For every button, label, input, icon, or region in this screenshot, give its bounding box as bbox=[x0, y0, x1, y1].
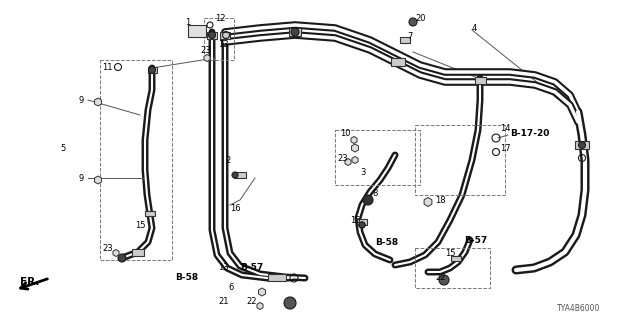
Text: 23: 23 bbox=[200, 45, 211, 54]
Text: 13: 13 bbox=[218, 39, 228, 49]
Text: 2: 2 bbox=[225, 156, 230, 164]
Text: 8: 8 bbox=[372, 188, 378, 197]
Text: 15: 15 bbox=[135, 220, 145, 229]
Bar bbox=[415, 248, 490, 288]
Circle shape bbox=[579, 141, 586, 148]
Text: 14: 14 bbox=[500, 124, 511, 132]
Bar bbox=[204, 18, 234, 60]
Circle shape bbox=[118, 254, 126, 262]
Text: FR.: FR. bbox=[20, 277, 40, 287]
Text: TYA4B6000: TYA4B6000 bbox=[557, 304, 600, 313]
Bar bbox=[100, 60, 172, 260]
Text: B-58: B-58 bbox=[375, 237, 398, 246]
Circle shape bbox=[232, 172, 238, 178]
Circle shape bbox=[359, 222, 365, 228]
Bar bbox=[147, 67, 157, 73]
Text: B-57: B-57 bbox=[464, 236, 487, 244]
Bar bbox=[268, 274, 286, 281]
Bar bbox=[234, 172, 246, 178]
Circle shape bbox=[359, 222, 365, 228]
Text: 9: 9 bbox=[78, 95, 83, 105]
Bar bbox=[188, 25, 206, 37]
Text: 21: 21 bbox=[218, 298, 228, 307]
Bar bbox=[400, 37, 410, 43]
Text: 23: 23 bbox=[337, 154, 348, 163]
Text: 20: 20 bbox=[415, 13, 426, 22]
Bar bbox=[391, 58, 405, 66]
Text: 13: 13 bbox=[218, 263, 228, 273]
Circle shape bbox=[409, 18, 417, 26]
Text: 15: 15 bbox=[445, 250, 456, 259]
Text: 16: 16 bbox=[230, 204, 241, 212]
Bar bbox=[145, 211, 155, 215]
Text: 9: 9 bbox=[78, 173, 83, 182]
Bar bbox=[474, 76, 486, 84]
Bar bbox=[289, 28, 301, 36]
Text: 17: 17 bbox=[500, 143, 511, 153]
Text: 6: 6 bbox=[228, 284, 234, 292]
Text: 22: 22 bbox=[246, 298, 257, 307]
Circle shape bbox=[363, 195, 373, 205]
Text: 5: 5 bbox=[60, 143, 65, 153]
Text: 7: 7 bbox=[407, 31, 412, 41]
Circle shape bbox=[291, 28, 299, 36]
Bar bbox=[357, 219, 367, 225]
Text: 12: 12 bbox=[215, 13, 225, 22]
Text: 23: 23 bbox=[102, 244, 113, 252]
Text: 3: 3 bbox=[360, 167, 365, 177]
Bar bbox=[335, 130, 420, 185]
Text: B-17-20: B-17-20 bbox=[510, 129, 549, 138]
Text: 18: 18 bbox=[435, 196, 445, 204]
Bar bbox=[220, 31, 230, 38]
Circle shape bbox=[209, 31, 216, 38]
Bar bbox=[415, 125, 505, 195]
Text: 10: 10 bbox=[340, 129, 351, 138]
Text: B-57: B-57 bbox=[240, 263, 263, 273]
Text: 4: 4 bbox=[472, 23, 477, 33]
Circle shape bbox=[148, 67, 156, 74]
Bar bbox=[451, 255, 461, 260]
Text: 15: 15 bbox=[350, 215, 360, 225]
Text: 1: 1 bbox=[185, 18, 190, 27]
Text: B-58: B-58 bbox=[175, 274, 198, 283]
Bar bbox=[207, 31, 217, 38]
Bar bbox=[132, 249, 144, 255]
Text: 11: 11 bbox=[102, 62, 113, 71]
Circle shape bbox=[284, 297, 296, 309]
Text: 22: 22 bbox=[435, 274, 445, 283]
Circle shape bbox=[439, 275, 449, 285]
Bar bbox=[575, 141, 589, 149]
